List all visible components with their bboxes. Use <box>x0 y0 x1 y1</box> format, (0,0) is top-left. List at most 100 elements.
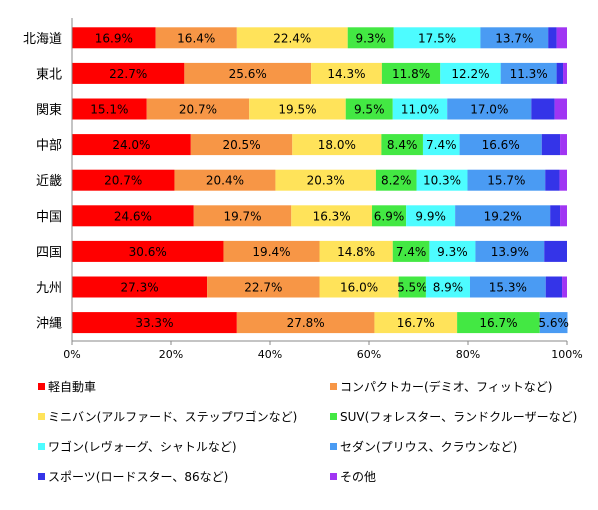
legend-label: ミニバン(アルファード、ステップワゴンなど) <box>48 410 298 424</box>
legend-swatch <box>38 473 45 480</box>
bar-segment <box>475 240 545 262</box>
legend-swatch <box>38 443 45 450</box>
bar-segment <box>236 312 375 334</box>
data-label: 7.4% <box>426 138 457 152</box>
bar-segment <box>72 27 156 49</box>
legend-item: ミニバン(アルファード、ステップワゴンなど) <box>38 408 297 425</box>
stacked-bar-chart: 北海道 16.9% 16.4% 22.4% 9.3% 17.5% 13.7% 東北 22.7% 2… <box>23 18 583 360</box>
bar-segment <box>544 240 567 262</box>
data-label: 17.5% <box>418 31 456 45</box>
bar-segment <box>72 312 237 334</box>
data-label: 9.5% <box>354 103 385 117</box>
data-label: 16.4% <box>177 31 215 45</box>
data-label: 16.9% <box>95 31 133 45</box>
data-label: 13.9% <box>491 245 529 259</box>
data-label: 22.7% <box>109 67 147 81</box>
bar-segment <box>416 169 468 191</box>
data-label: 19.5% <box>278 103 316 117</box>
bar-segment <box>72 134 191 156</box>
bar-segment <box>545 276 563 298</box>
bar-segment <box>556 62 564 84</box>
bar-segment <box>375 169 417 191</box>
data-label: 17.0% <box>470 103 508 117</box>
data-label: 19.4% <box>252 245 290 259</box>
data-label: 19.2% <box>484 209 522 223</box>
bar-segment <box>429 240 476 262</box>
data-label: 13.7% <box>495 31 533 45</box>
legend-swatch <box>330 473 337 480</box>
bar-segment <box>345 98 393 120</box>
data-label: 9.9% <box>415 209 446 223</box>
legend-item: SUV(フォレスター、ランドクルーザーなど) <box>330 408 577 425</box>
bar-segment <box>72 276 208 298</box>
bar-segment <box>381 62 441 84</box>
bar-segment <box>531 98 555 120</box>
data-label: 22.7% <box>244 281 282 295</box>
category-label: 沖縄 <box>36 317 62 332</box>
data-label: 6.9% <box>374 209 405 223</box>
bar-segment <box>371 205 407 227</box>
data-label: 10.3% <box>423 174 461 188</box>
bar-segment <box>319 276 399 298</box>
x-tick-label: 100% <box>551 348 582 360</box>
data-label: 20.7% <box>179 103 217 117</box>
bar-segment <box>548 27 557 49</box>
bar-segment <box>190 134 293 156</box>
legend-label: スポーツ(ロードスター、86など) <box>48 470 229 484</box>
data-label: 16.0% <box>340 281 378 295</box>
bar-segment <box>539 312 568 334</box>
bar-segment <box>500 62 557 84</box>
data-label: 9.3% <box>355 31 386 45</box>
data-label: 20.5% <box>222 138 260 152</box>
bar-segment <box>440 62 501 84</box>
bar-segment <box>559 169 567 191</box>
bar-segment <box>392 240 430 262</box>
data-label: 18.0% <box>318 138 356 152</box>
bar-segment <box>398 276 426 298</box>
legend-item: ワゴン(レヴォーグ、シャトルなど) <box>38 438 237 455</box>
bar-segment <box>392 98 448 120</box>
data-label: 8.9% <box>433 281 464 295</box>
legend-label: コンパクトカー(デミオ、フィットなど) <box>340 380 553 394</box>
data-label: 16.7% <box>479 316 517 330</box>
data-label: 11.8% <box>392 67 430 81</box>
bar-segment <box>311 62 382 84</box>
bar-segment <box>146 98 250 120</box>
bar-segment <box>184 62 312 84</box>
bar-segment <box>393 27 481 49</box>
bar-segment <box>223 240 320 262</box>
x-tick-label: 20% <box>159 348 183 360</box>
category-label: 九州 <box>36 281 62 296</box>
x-tick-label: 80% <box>456 348 480 360</box>
data-label: 20.4% <box>206 174 244 188</box>
bar-segment <box>374 312 458 334</box>
bar-segment <box>72 169 175 191</box>
legend-label: SUV(フォレスター、ランドクルーザーなど) <box>340 410 578 424</box>
data-label: 27.8% <box>287 316 325 330</box>
category-label: 近畿 <box>36 174 62 189</box>
data-label: 5.6% <box>538 316 569 330</box>
data-label: 9.3% <box>437 245 468 259</box>
data-label: 24.6% <box>114 209 152 223</box>
data-label: 16.7% <box>397 316 435 330</box>
bar-segment <box>457 312 540 334</box>
legend-item: コンパクトカー(デミオ、フィットなど) <box>330 378 552 395</box>
data-label: 16.3% <box>313 209 351 223</box>
data-label: 15.1% <box>90 103 128 117</box>
legend-label: ワゴン(レヴォーグ、シャトルなど) <box>48 440 237 454</box>
bar-segment <box>292 134 382 156</box>
legend-label: セダン(プリウス、クラウンなど) <box>340 440 518 454</box>
data-label: 8.2% <box>381 174 412 188</box>
legend-label: その他 <box>340 470 377 484</box>
bar-segment <box>406 205 456 227</box>
bar-segment <box>72 240 224 262</box>
bar-segment <box>72 98 147 120</box>
legend-swatch <box>330 383 337 390</box>
data-label: 7.4% <box>396 245 427 259</box>
data-label: 33.3% <box>135 316 173 330</box>
bar-segment <box>563 62 567 84</box>
category-label: 中部 <box>36 139 62 154</box>
bar-segment <box>155 27 237 49</box>
bar-segment <box>480 27 549 49</box>
data-label: 14.8% <box>337 245 375 259</box>
